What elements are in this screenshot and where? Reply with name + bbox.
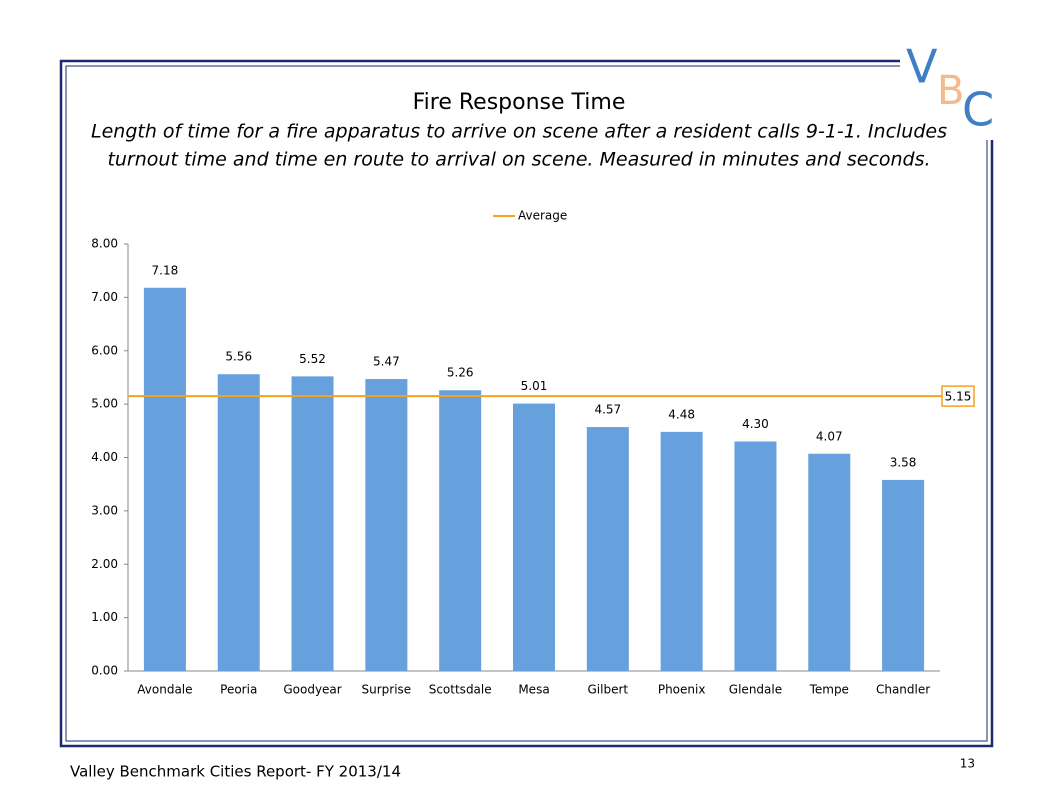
logo-letter: V xyxy=(906,40,938,94)
value-label: 4.48 xyxy=(668,407,695,421)
y-tick-label: 2.00 xyxy=(91,557,118,571)
x-tick-label: Phoenix xyxy=(658,683,706,697)
chart-title: Fire Response Time xyxy=(413,90,626,115)
logo-backdrop xyxy=(900,40,1010,140)
average-label-box xyxy=(941,385,975,407)
page-number: 13 xyxy=(960,757,975,771)
bar xyxy=(143,287,186,671)
x-tick-label: Peoria xyxy=(220,683,257,697)
x-tick-label: Surprise xyxy=(362,683,412,697)
x-tick-label: Scottsdale xyxy=(429,683,492,697)
value-label: 3.58 xyxy=(890,455,917,469)
y-tick-label: 6.00 xyxy=(91,343,118,357)
bar xyxy=(660,431,703,671)
bar xyxy=(513,403,555,671)
bar xyxy=(217,374,260,671)
y-tick-label: 0.00 xyxy=(91,664,118,678)
bar xyxy=(586,427,629,671)
y-tick-label: 4.00 xyxy=(91,450,118,464)
bar xyxy=(882,479,925,671)
y-tick-label: 7.00 xyxy=(91,290,118,304)
x-tick-label: Goodyear xyxy=(283,683,341,697)
value-label: 5.52 xyxy=(299,352,326,366)
value-label: 4.57 xyxy=(594,403,621,417)
value-label: 5.01 xyxy=(521,379,548,393)
logo-letter: B xyxy=(937,68,964,114)
x-tick-label: Chandler xyxy=(876,683,930,697)
chart-subtitle: Length of time for a fire apparatus to a… xyxy=(91,121,947,143)
logo-letter: C xyxy=(962,83,994,137)
bar xyxy=(291,376,334,671)
footer: Valley Benchmark Cities Report- FY 2013/… xyxy=(70,763,401,781)
value-label: 7.18 xyxy=(152,263,179,277)
value-label: 5.26 xyxy=(447,366,474,380)
value-label: 4.07 xyxy=(816,429,843,443)
y-tick-label: 3.00 xyxy=(91,503,118,517)
y-tick-label: 5.00 xyxy=(91,397,118,411)
bar xyxy=(808,453,851,671)
average-label: 5.15 xyxy=(945,390,972,404)
legend-label: Average xyxy=(518,209,567,223)
bar xyxy=(734,441,777,671)
x-tick-label: Tempe xyxy=(809,683,849,697)
x-tick-label: Gilbert xyxy=(588,683,629,697)
x-tick-label: Glendale xyxy=(729,683,782,697)
x-tick-label: Avondale xyxy=(137,683,192,697)
frame-inner xyxy=(65,65,988,742)
y-tick-label: 1.00 xyxy=(91,610,118,624)
y-tick-label: 8.00 xyxy=(91,237,118,251)
value-label: 5.56 xyxy=(225,350,252,364)
value-label: 4.30 xyxy=(742,417,769,431)
frame-outer xyxy=(59,59,994,748)
bar xyxy=(365,379,408,671)
value-label: 5.47 xyxy=(373,355,400,369)
chart-subtitle: turnout time and time en route to arriva… xyxy=(107,149,930,171)
bar xyxy=(439,390,482,671)
x-tick-label: Mesa xyxy=(518,683,549,697)
